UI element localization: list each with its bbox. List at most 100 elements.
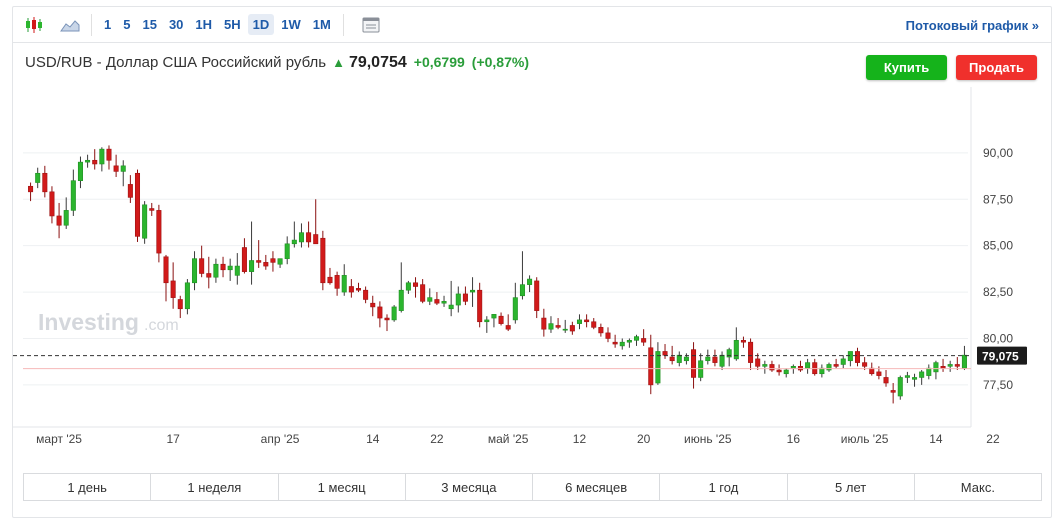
sell-button[interactable]: Продать: [956, 55, 1037, 80]
area-chart-icon[interactable]: [55, 12, 85, 38]
x-tick-label: июль '25: [841, 432, 889, 446]
range-1-day[interactable]: 1 день: [24, 474, 152, 500]
candle: [92, 149, 98, 170]
candle-body: [491, 314, 497, 319]
x-tick-label: апр '25: [261, 432, 300, 446]
candle: [49, 186, 55, 224]
candle-body: [634, 336, 640, 341]
candle: [854, 347, 861, 367]
candle: [177, 295, 183, 319]
candle-body: [348, 286, 354, 293]
y-tick-label: 80,00: [983, 331, 1013, 345]
candle-body: [291, 239, 297, 245]
candle: [569, 321, 575, 335]
candle: [42, 165, 48, 198]
candle: [284, 236, 290, 265]
candle-body: [341, 275, 347, 293]
candle-body: [256, 260, 262, 263]
candle: [484, 316, 490, 333]
candle: [826, 362, 832, 372]
candle-body: [120, 165, 126, 172]
candle: [363, 286, 369, 304]
candle: [740, 336, 746, 348]
candle-body: [427, 297, 433, 302]
candle-body: [42, 172, 48, 193]
candle-body: [748, 341, 754, 363]
toolbar-divider: [91, 13, 92, 36]
interval-1m[interactable]: 1M: [312, 17, 331, 32]
chart-toolbar: 1 5 15 30 1H 5H 1D 1W 1M Потоковый графи…: [13, 7, 1051, 43]
candle-body: [413, 282, 419, 287]
toolbar-divider: [342, 13, 344, 36]
streaming-chart-link[interactable]: Потоковый график »: [905, 18, 1039, 33]
range-3-months[interactable]: 3 месяца: [406, 474, 533, 500]
candle-body: [462, 293, 468, 302]
range-max[interactable]: Макс.: [960, 479, 995, 495]
candle-body: [840, 358, 846, 365]
interval-1[interactable]: 1: [104, 17, 112, 32]
candle-body: [234, 265, 240, 276]
candle-body: [883, 377, 889, 384]
candle: [70, 169, 76, 216]
candle: [933, 360, 939, 380]
candle-body: [284, 243, 290, 259]
chart-settings-icon[interactable]: [356, 12, 386, 38]
range-1-year[interactable]: 1 год: [660, 474, 788, 500]
candle: [634, 334, 640, 346]
candle: [904, 371, 910, 384]
candle-body: [591, 321, 597, 328]
candle: [370, 295, 376, 317]
candle-body: [192, 258, 198, 284]
candle: [99, 147, 105, 172]
candle-body: [363, 289, 369, 300]
candle-body: [377, 306, 383, 319]
candle: [762, 360, 768, 374]
candle: [341, 264, 347, 296]
candle-body: [691, 349, 697, 378]
candle: [348, 279, 354, 298]
interval-5[interactable]: 5: [123, 17, 131, 32]
candle: [127, 175, 133, 203]
candle-body: [142, 204, 148, 239]
candle: [519, 251, 525, 300]
candle: [748, 338, 754, 371]
candle-body: [420, 284, 426, 302]
candle: [106, 145, 112, 170]
candlestick-chart-icon[interactable]: [19, 12, 49, 38]
candle-body: [733, 340, 739, 360]
candle-body: [776, 369, 782, 373]
candle: [883, 370, 889, 387]
range-1-week[interactable]: 1 неделя: [151, 474, 279, 500]
candle: [591, 318, 597, 330]
range-6-months[interactable]: 6 месяцев: [533, 474, 661, 500]
interval-1h[interactable]: 1H: [195, 17, 213, 32]
current-price-label: 79,075: [982, 350, 1019, 364]
interval-1w[interactable]: 1W: [281, 17, 301, 32]
price-change: +0,6799: [413, 54, 465, 70]
candle: [961, 345, 967, 371]
price-chart[interactable]: Investing .com 90,00 87,50 85,00 82,50 80,00…: [13, 7, 1053, 467]
candle-body: [35, 172, 41, 183]
candle: [576, 314, 582, 330]
candle-body: [206, 273, 212, 278]
candle: [598, 323, 604, 337]
candle-body: [184, 282, 190, 310]
candle-body: [484, 319, 490, 323]
candle-body: [519, 284, 525, 297]
candle-body: [912, 377, 918, 380]
candle: [705, 349, 711, 365]
interval-30[interactable]: 30: [168, 17, 184, 32]
candle-body: [926, 367, 932, 376]
range-1-month[interactable]: 1 месяц: [279, 474, 406, 500]
x-tick-label: 20: [637, 432, 651, 446]
candle: [619, 338, 625, 350]
candle: [355, 282, 361, 293]
candle-body: [683, 356, 689, 362]
interval-1d[interactable]: 1D: [247, 14, 275, 35]
candle-body: [28, 185, 34, 193]
interval-5h[interactable]: 5H: [224, 17, 241, 32]
candle: [840, 355, 846, 369]
range-5-years[interactable]: 5 лет: [788, 474, 915, 500]
interval-15[interactable]: 15: [142, 17, 157, 32]
buy-button[interactable]: Купить: [866, 55, 947, 80]
